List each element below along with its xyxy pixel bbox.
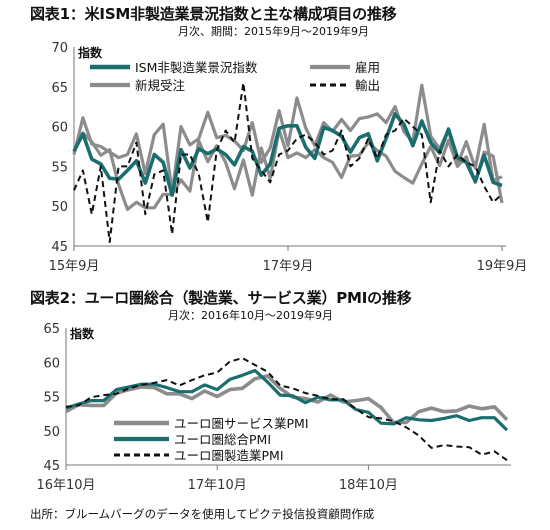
figure1-series-orders-line [72, 83, 503, 195]
figure1-y-tick-label: 45 [51, 240, 68, 255]
figure2-x-tick-label: 17年10月 [188, 478, 247, 493]
figure1-subtitle: 月次、期間：2015年9月～2019年9月 [178, 25, 369, 38]
figure1-legend-label-ism: ISM非製造業景況指数 [135, 60, 258, 75]
figure1-legend-label-jobs: 雇用 [355, 60, 380, 75]
figure1-legend-label-exports: 輸出 [355, 78, 380, 93]
figure1-y-tick-label: 70 [51, 41, 68, 56]
figure1-x-tick-label: 19年9月 [477, 259, 528, 274]
figure2-title: 図表2：ユーロ圏総合（製造業、サービス業）PMIの推移 [30, 289, 412, 307]
figure2-series-composite-line [65, 368, 509, 432]
figure1-x-tick-label: 17年9月 [263, 259, 314, 274]
figure2-y-tick-label: 50 [43, 425, 60, 440]
figure1-y-tick-label: 50 [51, 200, 68, 215]
figure1-title: 図表1：米ISM非製造業景況指数と主な構成項目の推移 [30, 5, 397, 23]
figure1-x-tick-label: 15年9月 [49, 259, 100, 274]
figure2-series-services-line [65, 374, 509, 425]
figure1-unit-label: 指数 [78, 45, 103, 60]
figure2-legend-label-composite: ユーロ圏総合PMI [174, 432, 271, 447]
figure2-x-tick-label: 18年10月 [339, 478, 398, 493]
figure2-legend-label-services: ユーロ圏サービス業PMI [174, 416, 309, 431]
figure2-unit-label: 指数 [70, 326, 95, 341]
figure2-y-tick-label: 65 [43, 322, 60, 337]
figure1-y-tick-label: 55 [51, 160, 68, 175]
figure2-legend-label-manufacturing: ユーロ圏製造業PMI [174, 448, 284, 463]
figure2-y-tick-label: 60 [43, 356, 60, 371]
figure1-legend-label-orders: 新規受注 [135, 78, 186, 93]
figure2-subtitle: 月次：2016年10月～2019年9月 [168, 309, 333, 322]
figure1-y-tick-label: 65 [51, 81, 68, 96]
figure1-series-exports-line [73, 81, 503, 243]
figure2-y-tick-label: 45 [43, 459, 60, 474]
figure1-y-tick-label: 60 [51, 121, 68, 136]
source-note: 出所：ブルームバーグのデータを使用してピクテ投信投資顧問作成 [30, 507, 375, 521]
figure2-series-manufacturing-line [65, 357, 508, 462]
figure2-y-tick-label: 55 [43, 391, 60, 406]
figure2-x-tick-label: 16年10月 [36, 478, 95, 493]
